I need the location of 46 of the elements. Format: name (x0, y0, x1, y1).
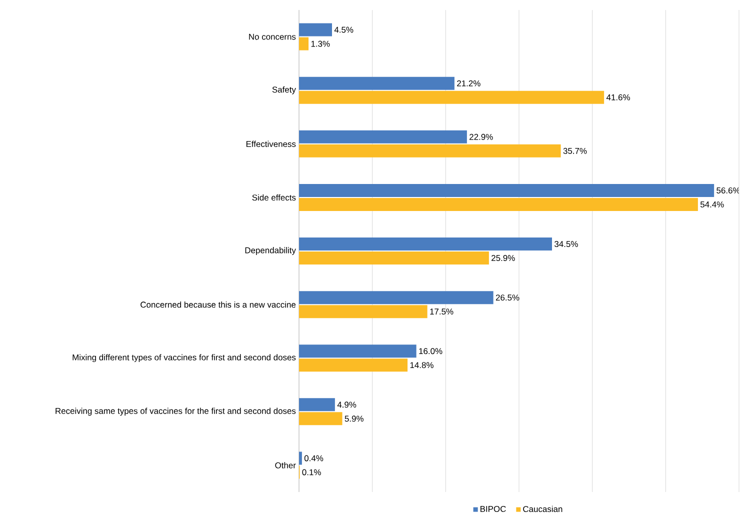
bar (299, 344, 416, 358)
bar (299, 184, 714, 197)
data-label: 26.5% (496, 294, 520, 301)
y-tick-label: Side effects (252, 194, 296, 201)
data-label: 0.1% (302, 469, 321, 476)
y-tick-label: Receiving same types of vaccines for the first and second doses (56, 408, 296, 416)
bar (299, 252, 489, 265)
data-label: 25.9% (492, 255, 515, 261)
y-tick-label: Dependability (245, 247, 296, 255)
data-label: 34.5% (554, 241, 578, 247)
y-tick-label: Other (275, 462, 296, 468)
data-label: 0.4% (304, 455, 324, 462)
y-tick-label: No concerns (249, 34, 296, 40)
bar (299, 291, 494, 304)
bar (299, 37, 309, 50)
data-label: 35.7% (563, 148, 587, 154)
bar (299, 412, 342, 426)
bar (299, 238, 552, 251)
legend-label: BIPOC (480, 506, 506, 512)
data-label: 4.9% (337, 402, 356, 408)
data-label: 21.2% (457, 80, 480, 86)
bar (299, 398, 335, 412)
bar (299, 358, 408, 372)
y-tick-label: Concerned because this is a new vaccine (140, 301, 296, 308)
bar (299, 198, 698, 211)
data-label: 41.6% (606, 94, 630, 100)
bar (299, 90, 604, 104)
bar (299, 23, 332, 36)
data-label: 5.9% (344, 416, 364, 422)
data-label: 1.3% (311, 40, 330, 47)
y-tick-label: Effectiveness (246, 140, 296, 148)
data-label: 22.9% (470, 134, 493, 140)
y-tick-label: Mixing different types of vaccines for first and second doses (72, 354, 296, 362)
data-label: 56.6% (716, 187, 740, 194)
bar (299, 452, 302, 465)
data-label: 17.5% (430, 308, 454, 315)
data-label: 14.8% (410, 362, 434, 368)
data-label: 16.0% (419, 348, 442, 354)
bar (299, 144, 561, 158)
bar (299, 305, 428, 318)
data-label: 54.4% (700, 201, 724, 208)
bar (299, 76, 454, 90)
bar (299, 130, 467, 144)
data-label: 4.5% (334, 26, 354, 33)
y-tick-label: Safety (272, 86, 296, 94)
legend-label: Caucasian (523, 506, 562, 512)
